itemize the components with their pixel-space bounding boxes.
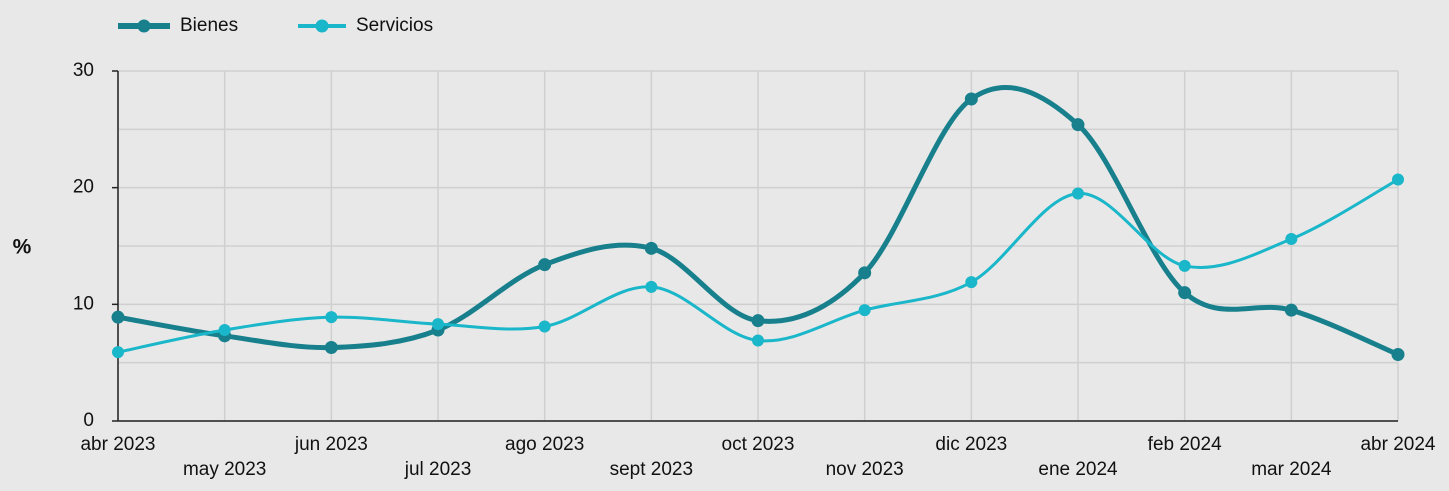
x-tick-label: mar 2024 (1251, 459, 1332, 480)
x-tick-label: feb 2024 (1148, 434, 1222, 455)
x-tick-label: jul 2023 (404, 459, 472, 480)
point (752, 334, 764, 347)
y-tick-label: 10 (73, 293, 94, 314)
x-tick-label: ene 2024 (1038, 459, 1118, 480)
point (965, 276, 978, 289)
point (538, 320, 551, 333)
x-tick-label: abr 2024 (1360, 434, 1435, 455)
x-tick-label: jun 2023 (294, 434, 368, 455)
point (1072, 187, 1084, 200)
point (751, 314, 765, 328)
point (111, 310, 125, 324)
y-tick-label: 30 (73, 60, 94, 81)
point (645, 280, 658, 293)
point (1392, 173, 1404, 186)
point (1071, 118, 1085, 132)
point (1178, 286, 1192, 300)
x-tick-label: sept 2023 (610, 459, 693, 480)
x-tick-label: may 2023 (183, 459, 266, 480)
point (1391, 348, 1405, 361)
point (1178, 259, 1191, 272)
point (1284, 303, 1298, 317)
legend-marker (315, 19, 329, 33)
x-tick-label: ago 2023 (505, 434, 584, 455)
legend-label: Servicios (356, 15, 433, 36)
point (324, 341, 338, 354)
x-tick-label: abr 2023 (80, 434, 155, 455)
point (644, 241, 658, 255)
point (112, 346, 124, 359)
y-tick-label: 0 (83, 410, 94, 431)
point (218, 324, 231, 336)
x-tick-label: dic 2023 (935, 434, 1007, 455)
point (964, 92, 978, 106)
point (858, 304, 871, 317)
point (325, 311, 338, 324)
x-tick-label: nov 2023 (826, 459, 904, 480)
y-axis-label: % (13, 236, 32, 259)
point (432, 318, 444, 331)
legend-marker (137, 19, 151, 33)
y-tick-label: 20 (73, 177, 94, 198)
point (1285, 233, 1298, 245)
point (538, 258, 552, 272)
point (858, 266, 872, 280)
x-tick-label: oct 2023 (722, 434, 795, 455)
legend-label: Bienes (180, 15, 238, 36)
